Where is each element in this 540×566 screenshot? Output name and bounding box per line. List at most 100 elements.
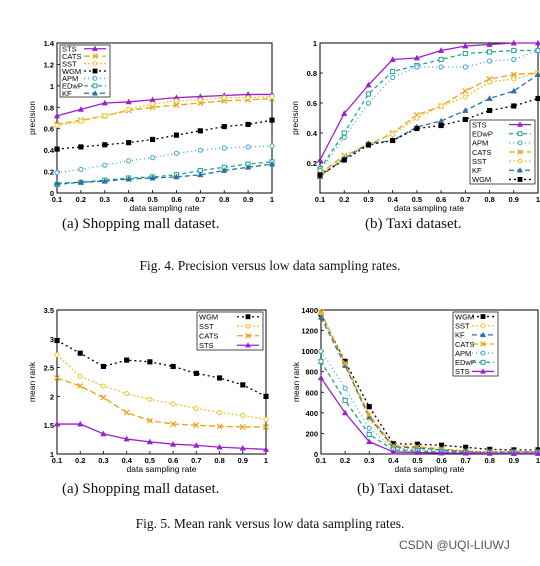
chart-fig5a: 0.1 0.2 0.3 0.4 0.5 0.6 0.7 0.8 0.9 1 1 1.5 2 2.5 3 3.5…	[27, 306, 270, 474]
x-tick-label: 0.3	[98, 456, 108, 465]
x-tick-label: 0.8	[484, 195, 494, 204]
data-point	[269, 117, 275, 123]
legend-marker	[480, 368, 486, 374]
data-point	[216, 409, 223, 416]
x-tick-label: 0.2	[340, 456, 350, 465]
x-axis-label: data sampling rate	[130, 203, 200, 213]
series-wgm	[318, 311, 540, 453]
y-tick-label: 1200	[301, 327, 318, 336]
series-wgm	[54, 117, 275, 152]
series-line	[319, 49, 538, 170]
data-point	[54, 352, 60, 358]
data-point	[124, 390, 130, 397]
data-point	[149, 174, 156, 181]
data-point	[511, 56, 517, 63]
series-sst	[54, 352, 269, 423]
x-tick-label: 0.5	[147, 195, 157, 204]
legend-marker	[92, 90, 98, 96]
data-point	[438, 122, 444, 129]
legend-box	[469, 119, 536, 185]
data-point	[100, 394, 107, 401]
data-point	[366, 411, 373, 418]
data-point	[240, 382, 246, 388]
legend-label: STS	[472, 120, 487, 129]
legend-marker	[517, 177, 523, 182]
data-point	[173, 173, 180, 180]
plot-area	[319, 42, 539, 194]
data-point	[342, 385, 348, 391]
y-tick-label: 1.2	[44, 60, 54, 69]
y-tick-label: 600	[305, 388, 318, 397]
subcaption-fig5b: (b) Taxi dataset.	[357, 481, 454, 497]
data-point	[390, 131, 396, 138]
x-tick-label: 0.7	[195, 195, 205, 204]
x-tick-label: 0.3	[364, 456, 374, 465]
legend-label: CATS	[472, 148, 491, 157]
data-point	[486, 49, 493, 55]
x-tick-label: 0.7	[191, 456, 201, 465]
series-sts	[316, 39, 540, 163]
data-point	[149, 155, 156, 161]
y-tick-label: 200	[305, 429, 318, 438]
legend-label: APM	[62, 74, 78, 83]
series-line	[319, 97, 539, 176]
legend-marker	[517, 158, 523, 164]
data-point	[100, 383, 107, 389]
data-point	[147, 359, 153, 365]
x-tick-label: 0.6	[171, 195, 181, 204]
legend-label: KF	[455, 331, 465, 340]
x-axis-label: data sampling rate	[394, 203, 464, 213]
data-point	[147, 396, 153, 402]
data-point	[126, 158, 132, 164]
y-axis-label: precision	[290, 101, 300, 135]
series-line	[320, 377, 538, 455]
series-cats	[53, 95, 276, 128]
x-tick-label: 1	[264, 456, 268, 465]
series-edwp	[54, 159, 275, 188]
legend-label: CATS	[455, 340, 474, 349]
x-tick-label: 0.5	[145, 456, 155, 465]
data-point	[316, 156, 324, 163]
data-point	[390, 137, 396, 144]
data-point	[53, 420, 61, 427]
legend-label: STS	[455, 367, 470, 376]
data-point	[102, 142, 108, 148]
data-point	[510, 71, 517, 78]
series-line	[320, 350, 538, 454]
data-point	[245, 144, 251, 150]
data-point	[126, 140, 132, 146]
data-point	[462, 42, 469, 49]
data-point	[268, 160, 276, 167]
legend-label: WGM	[62, 67, 81, 76]
data-point	[173, 132, 180, 138]
x-tick-label: 0.6	[436, 456, 446, 465]
legend-label: SST	[455, 322, 470, 331]
x-tick-label: 0.2	[75, 456, 85, 465]
legend-label: EDwP	[472, 130, 493, 139]
legend-label: KF	[472, 166, 482, 175]
data-point	[125, 175, 132, 182]
data-point	[197, 147, 203, 153]
data-point	[77, 373, 83, 379]
series-sts	[53, 420, 270, 452]
y-tick-label: 1.4	[44, 39, 55, 48]
y-tick-label: 0	[314, 450, 318, 459]
data-point	[365, 100, 372, 106]
data-point	[54, 337, 60, 344]
legend-marker	[517, 140, 523, 146]
y-tick-label: 0.4	[44, 146, 55, 155]
data-point	[342, 360, 349, 367]
data-point	[193, 370, 199, 376]
figure-caption-fig4: Fig. 4. Precision versus low data sampli…	[139, 258, 401, 273]
y-tick-label: 0.8	[44, 103, 54, 112]
x-tick-label: 0.4	[121, 456, 132, 465]
legend-marker	[517, 149, 523, 155]
data-point	[170, 421, 177, 428]
data-point	[389, 56, 396, 62]
x-tick-label: 0.7	[460, 195, 470, 204]
series-sts	[317, 374, 540, 456]
y-tick-label: 1	[50, 82, 54, 91]
data-point	[414, 449, 421, 455]
